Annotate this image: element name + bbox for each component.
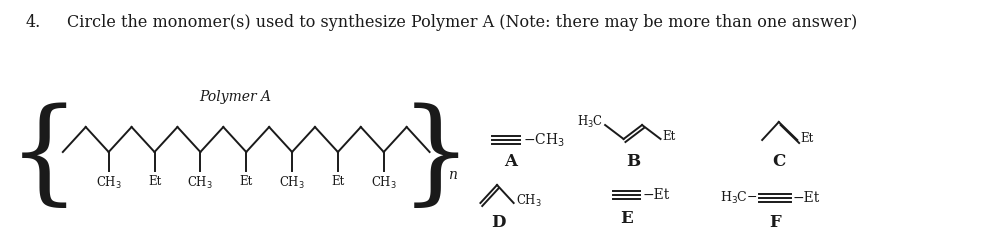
Text: −Et: −Et (792, 191, 820, 205)
Text: CH$_3$: CH$_3$ (371, 175, 397, 191)
Text: A: A (504, 153, 518, 170)
Text: Et: Et (331, 175, 345, 188)
Text: CH$_3$: CH$_3$ (516, 193, 542, 209)
Text: CH$_3$: CH$_3$ (95, 175, 121, 191)
Text: }: } (400, 103, 472, 213)
Text: Et: Et (148, 175, 161, 188)
Text: H$_3$C: H$_3$C (578, 114, 603, 130)
Text: {: { (8, 103, 81, 213)
Text: CH$_3$: CH$_3$ (279, 175, 305, 191)
Text: E: E (620, 209, 633, 226)
Text: Et: Et (240, 175, 252, 188)
Text: 4.: 4. (26, 14, 41, 31)
Text: F: F (769, 213, 781, 230)
Text: −CH$_3$: −CH$_3$ (523, 131, 565, 149)
Text: Polymer A: Polymer A (200, 90, 271, 104)
Text: −Et: −Et (643, 188, 670, 202)
Text: CH$_3$: CH$_3$ (188, 175, 214, 191)
Text: n: n (448, 168, 457, 182)
Text: Circle the monomer(s) used to synthesize Polymer A (Note: there may be more than: Circle the monomer(s) used to synthesize… (67, 14, 857, 31)
Text: H$_3$C−: H$_3$C− (720, 190, 757, 206)
Text: Et: Et (800, 131, 813, 144)
Text: D: D (492, 213, 506, 230)
Text: B: B (626, 153, 640, 170)
Text: Et: Et (662, 130, 676, 144)
Text: C: C (772, 153, 785, 170)
